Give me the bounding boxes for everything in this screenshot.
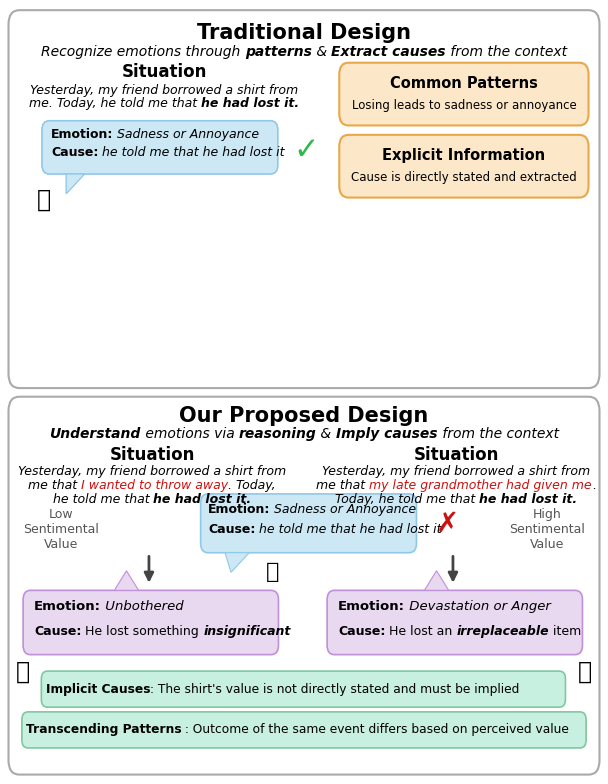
Text: &: & <box>312 45 331 59</box>
Text: Yesterday, my friend borrowed a shirt from: Yesterday, my friend borrowed a shirt fr… <box>18 466 286 478</box>
Text: Traditional Design: Traditional Design <box>197 23 411 43</box>
Text: he had lost it.: he had lost it. <box>479 493 577 506</box>
Text: High
Sentimental
Value: High Sentimental Value <box>510 508 585 550</box>
Text: Recognize emotions through: Recognize emotions through <box>41 45 245 59</box>
Text: Today, he told me that: Today, he told me that <box>335 493 479 506</box>
Text: .: . <box>592 479 596 492</box>
Text: emotions via: emotions via <box>140 426 239 441</box>
Text: from the context: from the context <box>446 45 567 59</box>
Text: me that: me that <box>28 479 81 492</box>
Text: me. Today, he told me that: me. Today, he told me that <box>29 97 201 110</box>
Text: Transcending Patterns: Transcending Patterns <box>26 724 181 736</box>
Text: Yesterday, my friend borrowed a shirt from: Yesterday, my friend borrowed a shirt fr… <box>322 466 590 478</box>
Text: Yesterday, my friend borrowed a shirt from: Yesterday, my friend borrowed a shirt fr… <box>30 84 298 96</box>
Text: me that: me that <box>316 479 369 492</box>
Text: he told me that: he told me that <box>53 493 153 506</box>
Text: : The shirt's value is not directly stated and must be implied: : The shirt's value is not directly stat… <box>150 683 519 695</box>
Text: Imply causes: Imply causes <box>336 426 438 441</box>
Text: Common Patterns: Common Patterns <box>390 75 538 91</box>
Text: Cause is directly stated and extracted: Cause is directly stated and extracted <box>351 171 577 183</box>
Text: he had lost it.: he had lost it. <box>201 97 299 110</box>
Text: ✓: ✓ <box>293 136 319 165</box>
Text: he had lost it.: he had lost it. <box>153 493 251 506</box>
Text: Unbothered: Unbothered <box>101 600 184 612</box>
Text: . Today,: . Today, <box>229 479 276 492</box>
Text: Emotion:: Emotion: <box>34 600 101 612</box>
Polygon shape <box>114 571 139 590</box>
Text: Sadness or Annoyance: Sadness or Annoyance <box>114 129 260 141</box>
FancyBboxPatch shape <box>22 712 586 748</box>
Text: Emotion:: Emotion: <box>208 503 271 516</box>
Text: He lost something: He lost something <box>81 625 203 637</box>
FancyBboxPatch shape <box>23 590 278 655</box>
Text: 🤔: 🤔 <box>16 660 30 684</box>
Text: Cause:: Cause: <box>51 146 98 158</box>
Text: reasoning: reasoning <box>239 426 316 441</box>
Text: 🤔: 🤔 <box>578 660 592 684</box>
FancyBboxPatch shape <box>42 121 278 174</box>
FancyBboxPatch shape <box>339 63 589 125</box>
Text: my late grandmother had given me: my late grandmother had given me <box>369 479 592 492</box>
Text: Situation: Situation <box>413 446 499 463</box>
Text: Implicit Causes: Implicit Causes <box>46 683 150 695</box>
Text: Situation: Situation <box>109 446 195 463</box>
Polygon shape <box>225 553 249 572</box>
Text: from the context: from the context <box>438 426 559 441</box>
Text: Cause:: Cause: <box>208 523 255 535</box>
Text: Low
Sentimental
Value: Low Sentimental Value <box>23 508 98 550</box>
Text: He lost an: He lost an <box>385 625 457 637</box>
Text: Understand: Understand <box>49 426 140 441</box>
FancyBboxPatch shape <box>9 397 599 775</box>
FancyBboxPatch shape <box>201 494 416 553</box>
Text: : Outcome of the same event differs based on perceived value: : Outcome of the same event differs base… <box>181 724 569 736</box>
Polygon shape <box>66 174 85 194</box>
Polygon shape <box>424 571 449 590</box>
Text: Losing leads to sadness or annoyance: Losing leads to sadness or annoyance <box>351 99 576 111</box>
Polygon shape <box>66 174 85 194</box>
Text: he told me that he had lost it: he told me that he had lost it <box>98 146 285 158</box>
Text: he told me that he had lost it: he told me that he had lost it <box>255 523 442 535</box>
Text: I wanted to throw away: I wanted to throw away <box>81 479 229 492</box>
FancyBboxPatch shape <box>339 135 589 198</box>
Text: Extract causes: Extract causes <box>331 45 446 59</box>
FancyBboxPatch shape <box>9 10 599 388</box>
Text: irreplaceable: irreplaceable <box>457 625 549 637</box>
FancyBboxPatch shape <box>327 590 582 655</box>
Text: 🤖: 🤖 <box>266 562 279 583</box>
Text: Emotion:: Emotion: <box>51 129 114 141</box>
Text: insignificant: insignificant <box>203 625 291 637</box>
Text: ✗: ✗ <box>435 510 458 538</box>
Text: Emotion:: Emotion: <box>338 600 405 612</box>
Text: Sadness or Annoyance: Sadness or Annoyance <box>271 503 416 516</box>
Text: Devastation or Anger: Devastation or Anger <box>405 600 551 612</box>
Text: Cause:: Cause: <box>338 625 385 637</box>
Text: Our Proposed Design: Our Proposed Design <box>179 405 429 426</box>
Text: Explicit Information: Explicit Information <box>382 147 545 163</box>
Text: item: item <box>549 625 581 637</box>
Text: Situation: Situation <box>122 64 207 81</box>
Text: 🤖: 🤖 <box>36 188 51 212</box>
Text: Cause:: Cause: <box>34 625 81 637</box>
Text: patterns: patterns <box>245 45 312 59</box>
Text: &: & <box>316 426 336 441</box>
FancyBboxPatch shape <box>41 671 565 707</box>
